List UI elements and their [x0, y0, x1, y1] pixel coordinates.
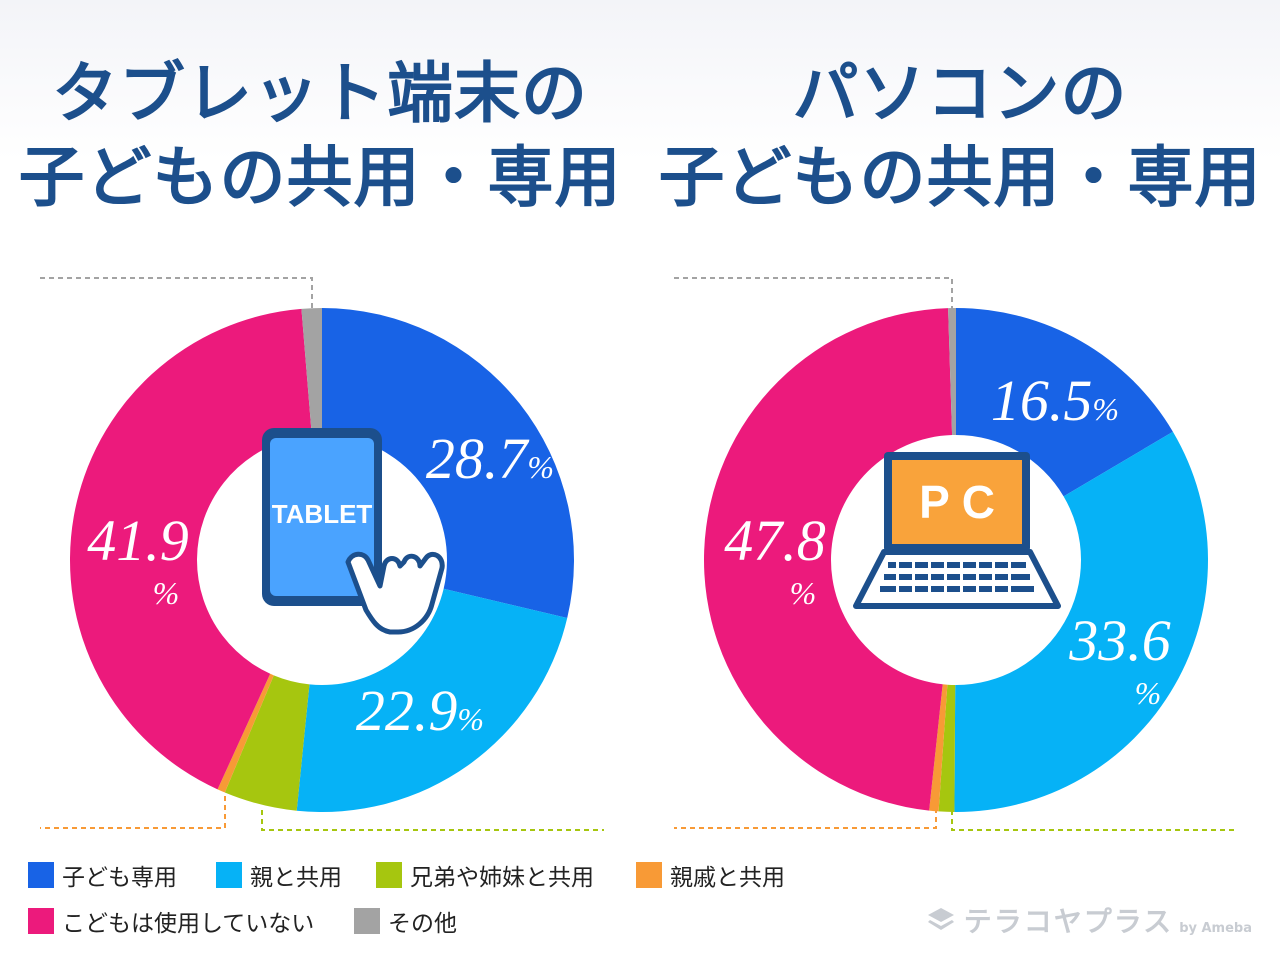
- legend-swatch-shared-with-relatives: [636, 862, 662, 888]
- leader-line-shared-with-siblings: [951, 810, 1238, 831]
- legend-swatch-not-used-by-child: [28, 908, 54, 934]
- leader-line-other: [40, 277, 313, 312]
- legend-item-shared-with-parent: 親と共用: [216, 858, 342, 892]
- slice-other: [301, 308, 322, 436]
- slice-child-only: [322, 308, 574, 619]
- legend-label-other: その他: [388, 911, 457, 937]
- leader-line-shared-with-relatives: [40, 796, 226, 829]
- tablet-donut-chart: 28.7% 22.9% 4.7% 0.5% 41.9 % 1.3%: [40, 277, 604, 833]
- brand-logo: テラコヤプラス by Ameba: [926, 900, 1252, 940]
- right-title-line-1: パソコンの: [792, 55, 1128, 132]
- tablet-with-pointing-hand-icon: TABLET: [262, 428, 445, 635]
- legend-label-not-used-by-child: こどもは使用していない: [62, 911, 315, 937]
- brand-name: テラコヤプラス: [963, 905, 1174, 938]
- legend-label-shared-with-parent: 親と共用: [250, 865, 342, 891]
- value-label-shared-with-siblings: 4.7%: [518, 777, 604, 833]
- leader-line-shared-with-siblings: [261, 810, 604, 831]
- stacked-layers-icon: [927, 908, 954, 930]
- left-title-line-2: 子どもの共用・専用: [18, 139, 622, 216]
- right-chart-title: パソコンの 子どもの共用・専用: [640, 52, 1280, 220]
- brand-suffix: by Ameba: [1179, 921, 1252, 936]
- pc-donut-chart: 16.5% 33.6 % 1.0% 0.6% 47.8 % 0.5%: [674, 277, 1238, 833]
- legend-swatch-child-only: [28, 862, 54, 888]
- value-label-not-used-by-child: 47.8%: [724, 508, 826, 611]
- value-label-not-used-by-child: 41.9%: [87, 508, 189, 611]
- value-label-shared-with-relatives: 0.5%: [40, 777, 126, 833]
- value-label-shared-with-parent: 22.9%: [356, 678, 484, 743]
- value-label-other: 0.5%: [674, 291, 760, 347]
- value-label-other: 1.3%: [40, 291, 126, 347]
- slice-not-used-by-child: [70, 308, 312, 790]
- value-label-shared-with-siblings: 1.0%: [1152, 777, 1238, 833]
- left-chart-title: タブレット端末の 子どもの共用・専用: [0, 52, 640, 220]
- legend-item-not-used-by-child: こどもは使用していない: [28, 904, 314, 938]
- slice-not-used-by-child: [703, 308, 953, 811]
- pc-label: P C: [919, 476, 995, 528]
- legend-item-other: その他: [354, 904, 457, 938]
- slice-child-only: [956, 308, 1173, 497]
- slice-shared-with-parent: [954, 431, 1208, 812]
- left-title-line-1: タブレット端末の: [52, 55, 588, 132]
- legend-label-child-only: 子ども専用: [62, 865, 177, 891]
- legend-label-shared-with-siblings: 兄弟や姉妹と共用: [410, 865, 594, 891]
- slice-shared-with-relatives: [217, 673, 274, 793]
- legend-label-shared-with-relatives: 親戚と共用: [670, 865, 785, 891]
- right-title-line-2: 子どもの共用・専用: [658, 139, 1262, 216]
- tablet-label: TABLET: [272, 499, 373, 529]
- legend-item-shared-with-relatives: 親戚と共用: [636, 858, 785, 892]
- legend-swatch-shared-with-parent: [216, 862, 242, 888]
- leader-line-shared-with-relatives: [674, 808, 937, 829]
- leader-line-other: [674, 277, 953, 312]
- legend-swatch-other: [354, 908, 380, 934]
- value-label-shared-with-relatives: 0.6%: [674, 777, 760, 833]
- laptop-pc-icon: P C: [853, 452, 1061, 609]
- slice-shared-with-siblings: [224, 675, 310, 811]
- slice-other: [948, 308, 956, 436]
- slice-shared-with-parent: [296, 588, 568, 812]
- legend-item-child-only: 子ども専用: [28, 858, 177, 892]
- legend-swatch-shared-with-siblings: [376, 862, 402, 888]
- value-label-shared-with-parent: 33.6%: [1068, 608, 1171, 711]
- value-label-child-only: 16.5%: [991, 368, 1119, 433]
- value-label-child-only: 28.7%: [426, 426, 554, 491]
- slice-shared-with-relatives: [929, 684, 948, 812]
- legend-item-shared-with-siblings: 兄弟や姉妹と共用: [376, 858, 594, 892]
- slice-shared-with-siblings: [938, 684, 956, 812]
